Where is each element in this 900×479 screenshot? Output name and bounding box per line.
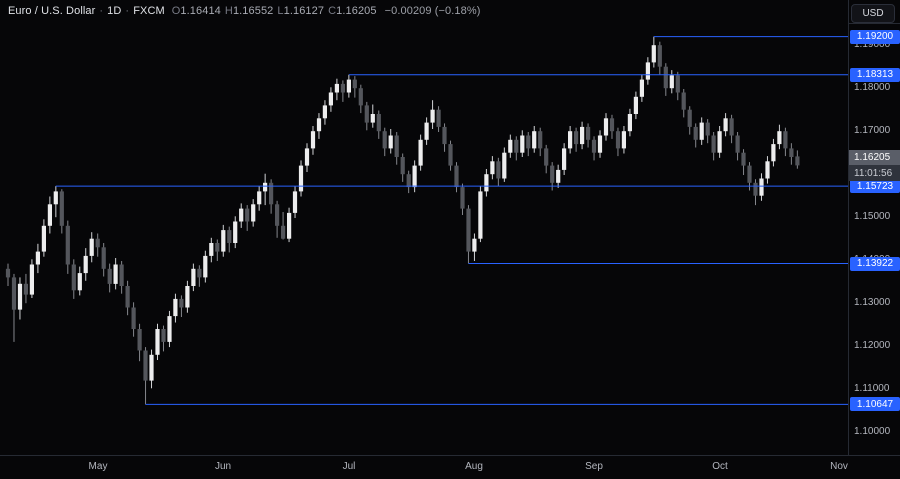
price-level-label: 1.10647 (850, 397, 900, 412)
time-tick-label: Jun (214, 461, 232, 472)
time-tick-label: Oct (712, 461, 728, 472)
price-tick-label: 1.18000 (854, 82, 891, 94)
price-tick-label: 1.11000 (854, 383, 890, 395)
price-tick-label: 1.19000 (854, 39, 891, 51)
price-change: −0.00209 (−0.18%) (384, 5, 481, 17)
currency-toggle-button[interactable]: USD (851, 4, 895, 23)
low-value: 1.16127 (283, 5, 325, 17)
time-tick-label: Sep (585, 461, 603, 472)
candlestick-chart[interactable] (0, 0, 848, 455)
price-tick-label: 1.15000 (854, 211, 891, 223)
price-level-label: 1.19200 (850, 29, 900, 44)
low-label: L (277, 5, 284, 17)
interval-label: 1D (107, 5, 122, 17)
legend-separator: · (125, 5, 130, 17)
high-value: 1.16552 (232, 5, 274, 17)
price-tick-label: 1.12000 (854, 340, 891, 352)
price-level-label: 1.18313 (850, 67, 900, 82)
price-level-label: 1.15723 (850, 179, 900, 194)
price-level-label: 1.13922 (850, 256, 900, 271)
price-tick-label: 1.10000 (854, 426, 891, 438)
legend-separator: · (99, 5, 104, 17)
current-price-label: 1.16205 (849, 150, 900, 166)
bar-countdown-label: 11:01:56 (849, 165, 900, 182)
time-tick-label: May (88, 461, 108, 472)
price-axis[interactable]: 1.190001.180001.170001.160001.150001.140… (848, 0, 900, 455)
open-label: O (171, 5, 181, 17)
price-axis-separator (848, 23, 900, 24)
time-axis-labels: May Jun Jul Aug Sep Oct Nov (0, 456, 849, 479)
exchange-label: FXCM (133, 5, 165, 17)
time-axis[interactable]: May Jun Jul Aug Sep Oct Nov (0, 455, 900, 479)
time-tick-label: Nov (830, 461, 848, 472)
ohlc-values: O1.16414 H1.16552 L1.16127 C1.16205 −0.00209… (172, 5, 481, 17)
time-tick-label: Aug (465, 461, 483, 472)
symbol-title: Euro / U.S. Dollar (8, 5, 96, 17)
price-tick-label: 1.13000 (854, 297, 891, 309)
high-label: H (224, 5, 233, 17)
open-value: 1.16414 (180, 5, 221, 17)
time-tick-label: Jul (342, 461, 356, 472)
close-label: C (328, 5, 337, 17)
close-value: 1.16205 (336, 5, 377, 17)
price-tick-label: 1.17000 (854, 125, 891, 137)
symbol-legend: Euro / U.S. Dollar · 1D · FXCM O1.16414 H1.165… (8, 5, 481, 17)
